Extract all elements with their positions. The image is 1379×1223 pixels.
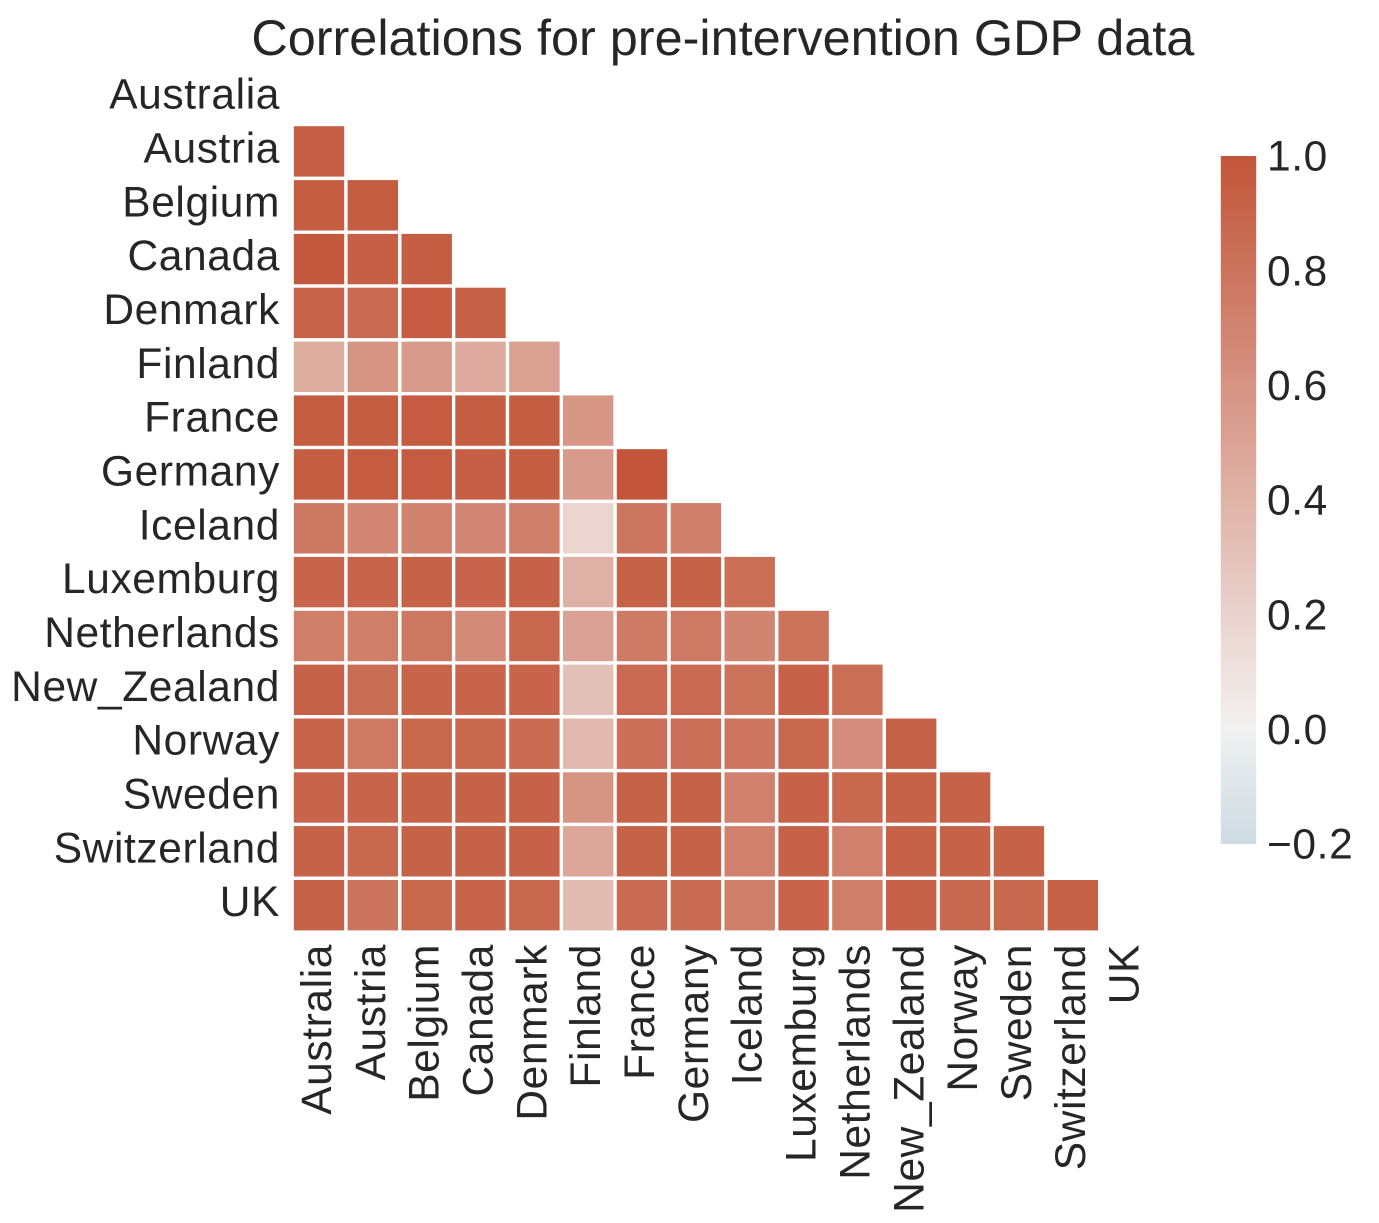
svg-text:Luxemburg: Luxemburg <box>779 944 826 1162</box>
svg-text:0.0: 0.0 <box>1267 707 1328 754</box>
svg-text:Switzerland: Switzerland <box>54 825 280 872</box>
svg-text:Denmark: Denmark <box>103 287 280 334</box>
svg-text:Belgium: Belgium <box>122 179 280 226</box>
svg-text:Belgium: Belgium <box>402 944 449 1102</box>
svg-text:Correlations for pre-intervent: Correlations for pre-intervention GDP da… <box>251 9 1195 66</box>
svg-text:Norway: Norway <box>132 718 280 765</box>
svg-text:Finland: Finland <box>563 944 610 1088</box>
svg-text:Germany: Germany <box>101 449 280 496</box>
svg-text:Luxemburg: Luxemburg <box>62 556 280 603</box>
svg-text:New_Zealand: New_Zealand <box>886 944 933 1213</box>
svg-text:Sweden: Sweden <box>994 944 1041 1101</box>
svg-text:Canada: Canada <box>456 944 503 1096</box>
svg-text:0.2: 0.2 <box>1267 592 1328 639</box>
svg-text:Norway: Norway <box>940 944 987 1092</box>
svg-text:Austria: Austria <box>348 944 395 1080</box>
svg-text:France: France <box>144 395 280 442</box>
svg-text:Iceland: Iceland <box>725 944 772 1085</box>
svg-text:−0.2: −0.2 <box>1267 822 1353 869</box>
svg-text:0.8: 0.8 <box>1267 248 1328 295</box>
svg-text:0.4: 0.4 <box>1267 478 1328 525</box>
svg-text:New_Zealand: New_Zealand <box>11 664 280 711</box>
svg-text:Finland: Finland <box>136 341 280 388</box>
svg-text:Switzerland: Switzerland <box>1048 944 1095 1170</box>
svg-text:1.0: 1.0 <box>1267 134 1328 181</box>
svg-text:France: France <box>617 944 664 1080</box>
svg-text:Canada: Canada <box>128 233 280 280</box>
svg-text:Germany: Germany <box>671 944 718 1123</box>
svg-text:0.6: 0.6 <box>1267 363 1328 410</box>
svg-text:Sweden: Sweden <box>123 772 280 819</box>
svg-text:Austria: Austria <box>144 125 280 172</box>
svg-text:UK: UK <box>1102 944 1149 1004</box>
svg-text:Denmark: Denmark <box>509 944 556 1121</box>
svg-text:Australia: Australia <box>109 72 280 119</box>
svg-text:Netherlands: Netherlands <box>44 610 280 657</box>
svg-text:Iceland: Iceland <box>139 502 280 549</box>
svg-text:Netherlands: Netherlands <box>832 944 879 1180</box>
svg-text:Australia: Australia <box>294 944 341 1115</box>
svg-text:UK: UK <box>220 879 280 926</box>
